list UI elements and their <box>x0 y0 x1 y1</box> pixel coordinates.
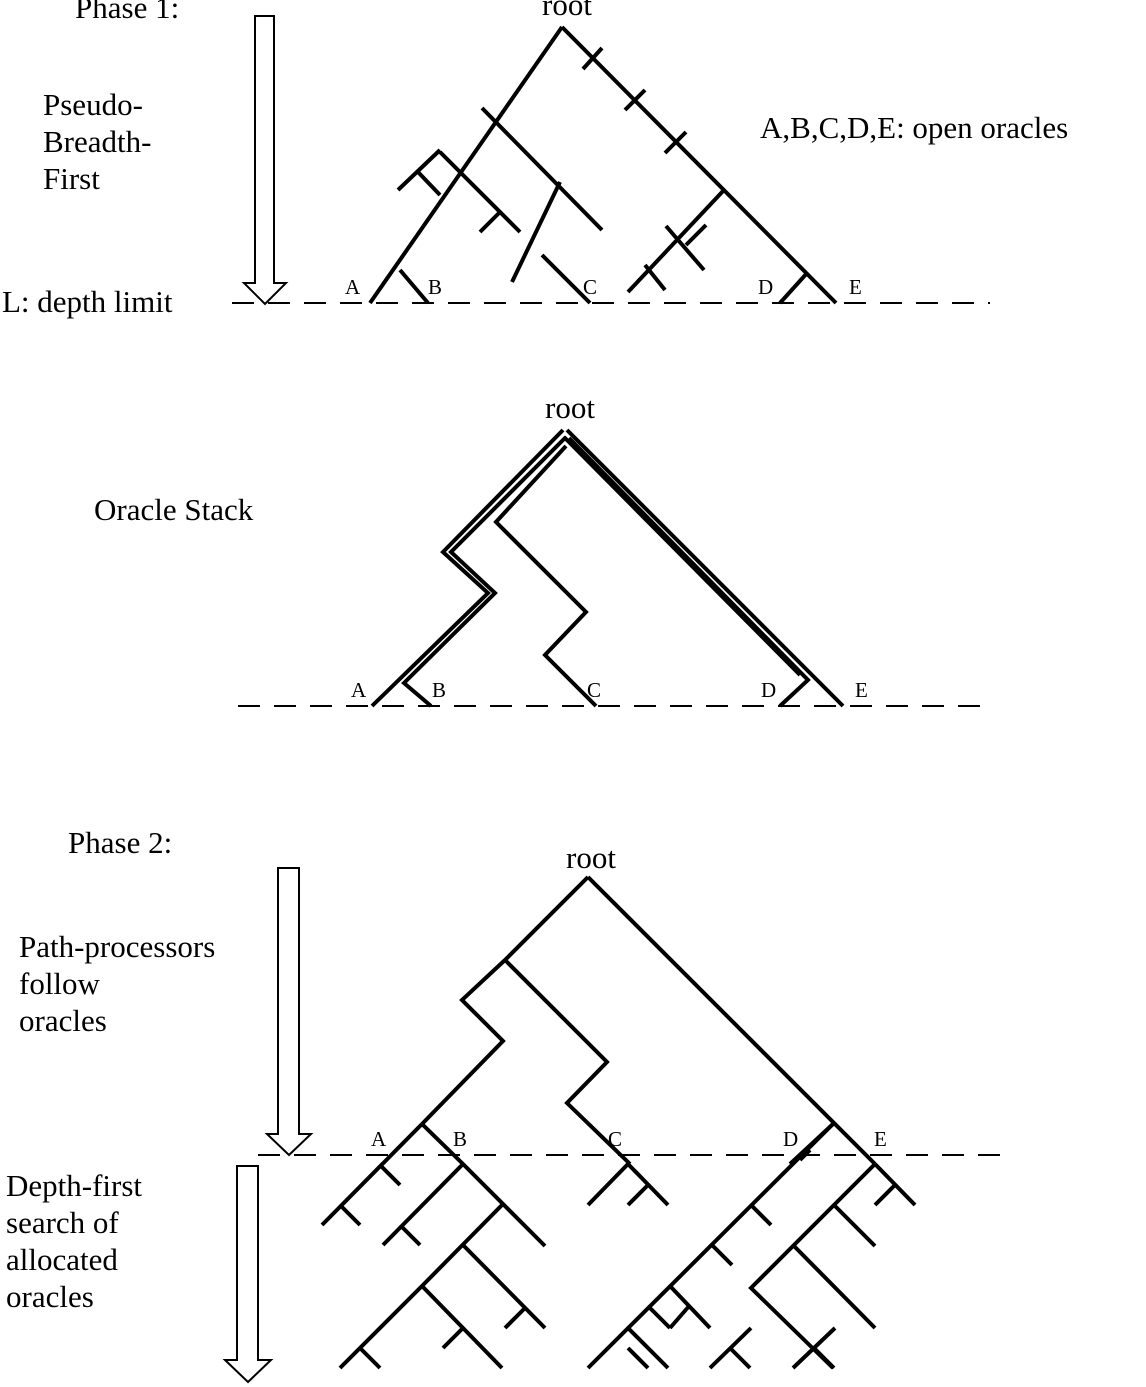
phase2-root-label: root <box>566 840 616 875</box>
phase2-method-line3: oracles <box>19 1003 107 1038</box>
oracle-stack-paths <box>370 428 845 708</box>
phase2-leaf-B: B <box>453 1127 467 1151</box>
phase1-leaf-C: C <box>583 275 597 299</box>
phase2-leaf-A: A <box>371 1127 387 1151</box>
phase1-leaf-E: E <box>849 275 862 299</box>
phase2-search-line2: search of <box>6 1205 119 1240</box>
phase2-oracle-paths <box>420 875 877 1166</box>
phase1-title: Phase 1: <box>75 0 179 25</box>
phase2-search-line1: Depth-first <box>6 1168 142 1203</box>
phase1-method-line3: First <box>43 161 100 196</box>
phase2-leaf-C: C <box>608 1127 622 1151</box>
phase1-method-line2: Breadth- <box>43 124 151 159</box>
stack-leaf-B: B <box>432 678 446 702</box>
phase2-leaf-E: E <box>874 1127 887 1151</box>
phase2-title: Phase 2: <box>68 825 172 860</box>
phase2-search-line4: oracles <box>6 1279 94 1314</box>
oracle-stack-panel: root Oracle Stack A B C D E <box>94 390 990 708</box>
phase1-root-label: root <box>542 0 592 22</box>
stack-title: Oracle Stack <box>94 492 254 527</box>
stack-root-label: root <box>545 390 595 425</box>
phase2-method-line1: Path-processors <box>19 929 215 964</box>
phase2-panel: Phase 2: root Path-processors follow ora… <box>6 825 1010 1384</box>
phase1-legend: A,B,C,D,E: open oracles <box>760 110 1068 145</box>
phase1-depth-limit-label: L: depth limit <box>2 284 173 319</box>
phase1-leaf-D: D <box>758 275 773 299</box>
phase2-depth-first-arrow <box>222 1165 274 1384</box>
phase2-leaf-D: D <box>783 1127 798 1151</box>
phase2-method-line2: follow <box>19 966 101 1001</box>
phase2-search-line3: allocated <box>6 1242 118 1277</box>
stack-leaf-C: C <box>587 678 601 702</box>
phase2-down-arrow <box>264 867 314 1157</box>
phase1-tree <box>368 25 838 305</box>
phase1-panel: Phase 1: root Pseudo- Breadth- First A,B… <box>2 0 1068 319</box>
phase1-leaf-B: B <box>428 275 442 299</box>
stack-leaf-D: D <box>761 678 776 702</box>
phase1-down-arrow <box>241 15 289 306</box>
stack-leaf-E: E <box>855 678 868 702</box>
stack-leaf-A: A <box>351 678 367 702</box>
phase1-method-line1: Pseudo- <box>43 87 143 122</box>
phase1-leaf-A: A <box>345 275 361 299</box>
phase2-search-subtrees <box>320 1122 917 1370</box>
